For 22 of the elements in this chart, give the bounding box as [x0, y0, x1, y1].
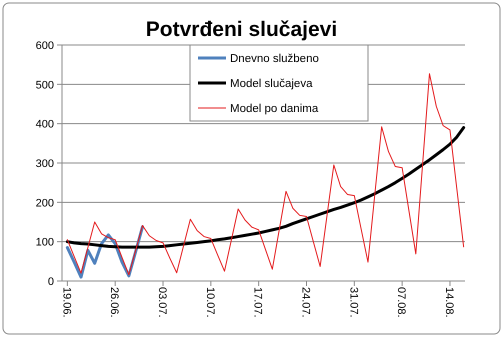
y-tick-label: 0 [48, 276, 54, 288]
chart-title: Potvrđeni slučajevi [146, 18, 338, 41]
x-tick-label: 07.08. [395, 287, 408, 318]
y-tick-label: 300 [36, 158, 54, 170]
x-tick-label: 24.07. [299, 287, 312, 318]
line-series [66, 126, 466, 249]
y-tick-label: 100 [36, 236, 54, 249]
y-tick-label: 200 [36, 197, 54, 210]
legend-label: Model po danima [230, 103, 319, 115]
x-tick-label: 19.06. [60, 287, 72, 318]
x-tick-label: 26.06. [108, 287, 120, 318]
y-tick-label: 600 [36, 40, 54, 52]
x-tick-label: 14.08. [442, 287, 455, 318]
x-tick-label: 17.07. [252, 287, 264, 318]
x-tick-label: 03.07. [156, 287, 168, 318]
x-tick-label: 10.07. [204, 287, 216, 318]
y-tick-label: 400 [36, 118, 54, 131]
legend-label: Model slučajeva [230, 78, 314, 90]
line-series [66, 73, 464, 276]
x-tick-label: 31.07. [347, 287, 360, 318]
y-tick-label: 500 [36, 79, 54, 92]
legend-label: Dnevno službeno [230, 53, 319, 65]
